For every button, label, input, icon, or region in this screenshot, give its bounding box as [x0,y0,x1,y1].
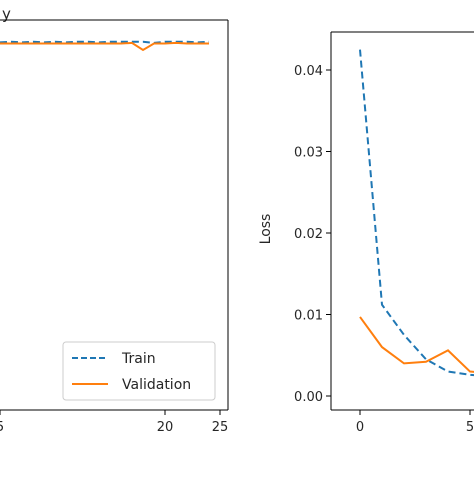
accuracy-series-train [0,40,210,44]
legend-train-label: Train [121,351,156,367]
loss-y-tick-label: 0.01 [294,309,323,324]
accuracy-x-tick-label: 20 [157,420,174,435]
loss-x-tick-label: 5 [466,420,474,435]
loss-y-axis-label: Loss [258,214,274,245]
loss-series-validation [359,316,474,373]
accuracy-series-validation [0,41,209,52]
loss-x-tick-label: 0 [356,420,364,435]
accuracy-x-ticks: 5 20 25 [0,410,228,435]
loss-panel: 0.00 0.01 0.02 0.03 0.04 0 5 Loss [258,31,474,435]
accuracy-x-tick-label: 5 [0,420,4,435]
accuracy-title-fragment: y [2,5,11,23]
loss-series-train [359,49,474,377]
accuracy-x-tick-label: 25 [212,420,229,435]
accuracy-axes [0,19,229,411]
loss-series [359,49,474,377]
legend-validation-label: Validation [122,377,191,393]
loss-axes [330,31,474,411]
loss-ticks: 0.00 0.01 0.02 0.03 0.04 0 5 [294,64,474,435]
legend-box [62,341,216,401]
loss-y-tick-label: 0.00 [294,390,323,405]
accuracy-series [0,40,210,52]
legend: Train Validation [62,341,216,401]
loss-y-tick-label: 0.04 [294,64,323,79]
loss-y-tick-label: 0.02 [294,227,323,242]
loss-y-tick-label: 0.03 [294,146,323,161]
accuracy-panel: y 5 20 25 Train Validation [0,5,229,435]
